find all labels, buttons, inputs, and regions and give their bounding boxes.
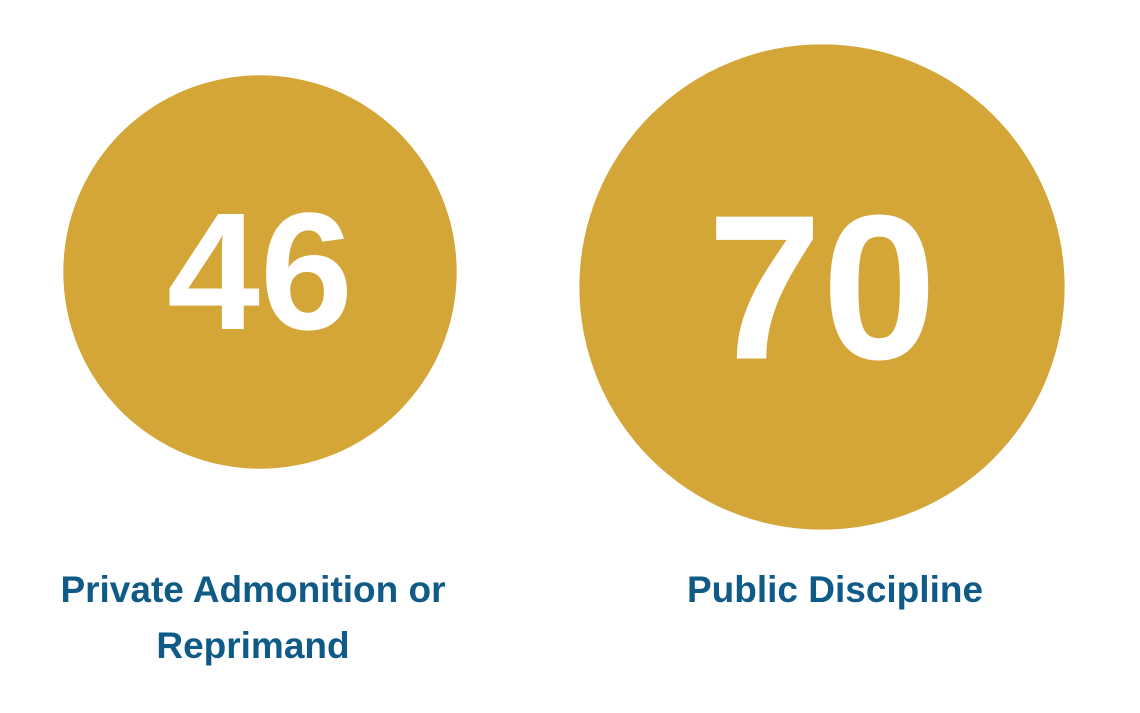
value-label: 70 xyxy=(707,172,936,403)
category-label: Private Admonition or Reprimand xyxy=(60,569,446,666)
bubble xyxy=(63,75,457,469)
bubble xyxy=(579,44,1065,530)
category-label: Public Discipline xyxy=(686,569,984,610)
value-label: 46 xyxy=(167,179,353,365)
